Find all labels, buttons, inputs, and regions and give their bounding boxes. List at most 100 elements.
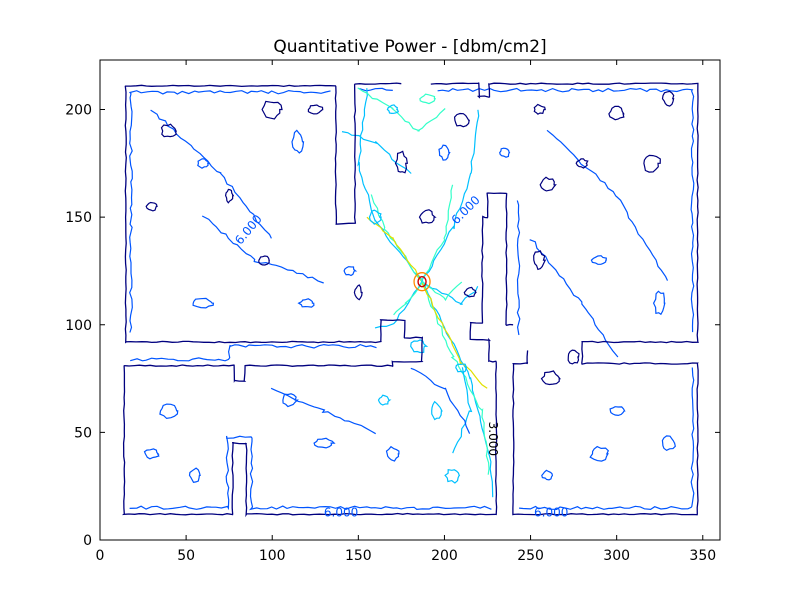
beam-contour <box>150 109 272 239</box>
contour-label: 6.000 <box>534 505 568 519</box>
contour-blob <box>533 250 547 271</box>
beam-contour <box>201 215 324 284</box>
contour-blob <box>567 349 580 365</box>
contour-label: 6.000 <box>449 193 483 227</box>
band-contour <box>359 87 393 92</box>
axes-frame <box>99 59 721 541</box>
contour-blob <box>590 255 607 265</box>
contour-blob <box>444 468 461 484</box>
beam-contour <box>393 281 423 316</box>
contour-blob <box>533 103 546 115</box>
beam-contour <box>546 129 669 281</box>
contour-blob <box>608 105 625 121</box>
chart-title: Quantitative Power - [dbm/cm2] <box>273 37 546 57</box>
contour-blob <box>661 90 675 107</box>
beam-contour <box>410 367 471 434</box>
contour-blob <box>160 123 178 138</box>
contour-blob <box>589 445 610 462</box>
contour-blob <box>143 448 160 460</box>
contour-blob <box>261 100 283 120</box>
contour-blob <box>297 298 315 308</box>
contour-blob <box>145 201 158 212</box>
beam-contour <box>366 216 423 283</box>
x-axis: 0 50 100 150 200 250 300 350 <box>96 60 716 564</box>
x-tick-label: 0 <box>96 548 105 564</box>
band-contour <box>128 89 331 333</box>
y-axis: 0 50 100 150 200 <box>65 103 720 549</box>
contour-blob <box>410 339 429 354</box>
wall-contour <box>430 82 699 516</box>
band-contour <box>130 343 377 362</box>
beam-contour <box>421 281 488 389</box>
contour-blob <box>463 286 478 298</box>
contour-walls <box>121 82 699 518</box>
contour-blob <box>224 188 235 204</box>
hotspot-ring-red <box>417 276 427 288</box>
contour-blob <box>661 435 676 451</box>
beam-contour <box>421 280 463 302</box>
contour-blob <box>258 255 271 266</box>
contour-blob <box>385 445 400 462</box>
band-contour <box>437 87 695 333</box>
contour-blob <box>353 284 363 301</box>
contour-blob <box>609 406 626 417</box>
beam-contour <box>420 184 454 282</box>
contour-label: 6.000 <box>232 212 265 247</box>
contour-blob <box>431 400 443 421</box>
contour-blob <box>197 158 211 169</box>
y-tick-label: 0 <box>83 533 92 549</box>
beam-contour <box>374 280 423 329</box>
beam-contour <box>357 87 446 132</box>
contour-blob <box>291 129 305 154</box>
contour-blob <box>418 209 437 224</box>
beam-contour <box>529 239 619 358</box>
beam-contour <box>420 109 480 282</box>
contour-blob <box>453 112 470 128</box>
contour-blob <box>343 266 358 277</box>
contour-blob <box>539 176 557 192</box>
beam-contour <box>270 387 377 435</box>
y-tick-label: 50 <box>74 425 92 441</box>
contour-blob <box>643 154 661 173</box>
contour-bands <box>128 87 695 511</box>
contour-blob <box>188 467 201 483</box>
contour-blob <box>282 393 299 408</box>
band-contour <box>519 367 695 511</box>
x-tick-label: 150 <box>345 548 372 564</box>
wall-contour <box>124 82 424 383</box>
beam-contour <box>421 281 479 305</box>
x-tick-label: 300 <box>603 548 630 564</box>
band-contour <box>129 435 492 511</box>
contour-blob <box>386 104 400 115</box>
beam-contour <box>357 88 424 282</box>
contour-blob <box>159 403 179 420</box>
contour-blobs <box>143 90 676 484</box>
x-tick-label: 350 <box>689 548 716 564</box>
contour-blob <box>377 394 392 406</box>
contour-blob <box>541 469 554 481</box>
source-hotspot <box>413 272 431 292</box>
contour-blob <box>419 93 436 105</box>
hotspot-ring-orange <box>413 272 431 292</box>
plot-area: 6.000 6.000 3.000 6.000 6.000 <box>121 82 699 519</box>
contour-blob <box>192 297 215 309</box>
contour-blob <box>540 370 562 386</box>
y-tick-label: 100 <box>65 318 92 334</box>
x-tick-label: 250 <box>517 548 544 564</box>
contour-label: 6.000 <box>324 505 358 519</box>
contour-blob <box>455 363 468 373</box>
x-tick-label: 50 <box>177 548 195 564</box>
band-contour <box>516 200 521 336</box>
y-tick-label: 150 <box>65 210 92 226</box>
y-tick-label: 200 <box>65 103 92 119</box>
contour-label: 3.000 <box>486 422 500 456</box>
wall-contour <box>121 192 514 518</box>
contour-blob <box>368 209 382 225</box>
contour-blob <box>499 147 511 158</box>
contour-blob <box>307 104 324 115</box>
contour-blob <box>575 158 589 169</box>
contour-blob <box>313 437 336 449</box>
x-tick-label: 100 <box>259 548 286 564</box>
beam-contour <box>452 367 473 454</box>
